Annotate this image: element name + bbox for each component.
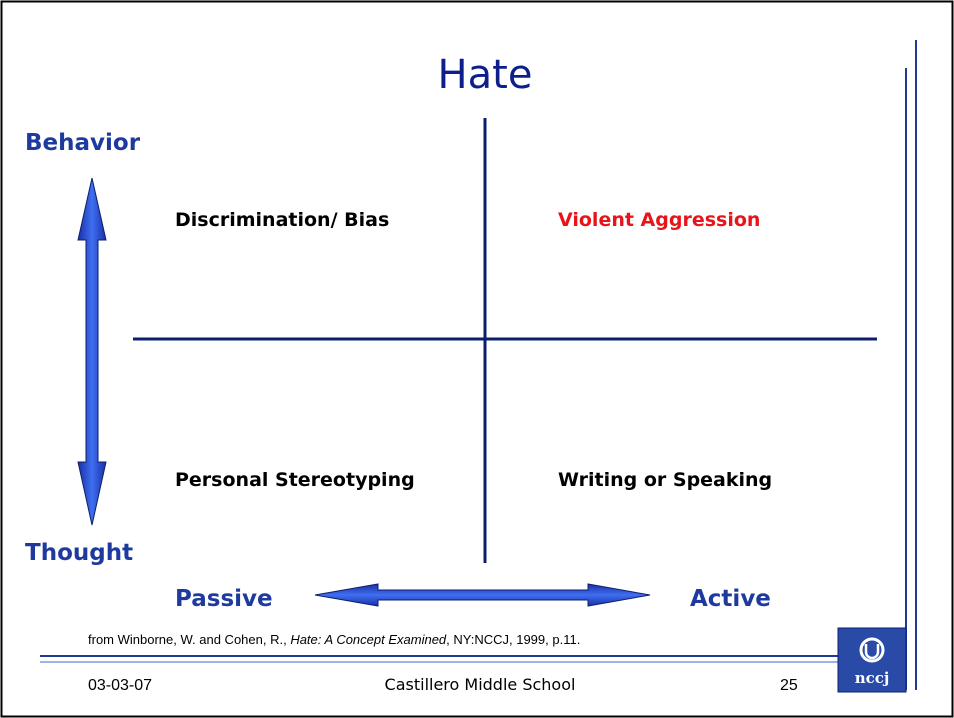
horizontal-arrow bbox=[314, 583, 651, 607]
logo-text: nccj bbox=[855, 669, 890, 687]
quadrant-label: Violent Aggression bbox=[558, 209, 760, 231]
axis-label: Behavior bbox=[25, 130, 141, 156]
citation-text: , NY:NCCJ, 1999, p.11. bbox=[446, 632, 580, 647]
quadrant-label: Personal Stereotyping bbox=[175, 469, 415, 491]
footer-school: Castillero Middle School bbox=[385, 675, 576, 694]
quadrant-label: Writing or Speaking bbox=[558, 469, 772, 491]
citation: from Winborne, W. and Cohen, R., Hate: A… bbox=[88, 632, 580, 647]
footer-page: 25 bbox=[780, 677, 798, 694]
axis-label: Active bbox=[690, 586, 771, 612]
title: Hate bbox=[438, 52, 533, 98]
citation-title: Hate: A Concept Examined bbox=[290, 632, 447, 647]
footer-date: 03-03-07 bbox=[88, 677, 152, 694]
quadrant-label: Discrimination/ Bias bbox=[175, 209, 389, 231]
logo-icon bbox=[859, 637, 885, 663]
citation-text: from Winborne, W. and Cohen, R., bbox=[88, 632, 290, 647]
logo: nccj bbox=[837, 627, 907, 693]
axis-label: Thought bbox=[25, 540, 133, 566]
axis-label: Passive bbox=[175, 586, 273, 612]
vertical-arrow bbox=[77, 177, 107, 526]
logo-icon bbox=[864, 644, 880, 660]
